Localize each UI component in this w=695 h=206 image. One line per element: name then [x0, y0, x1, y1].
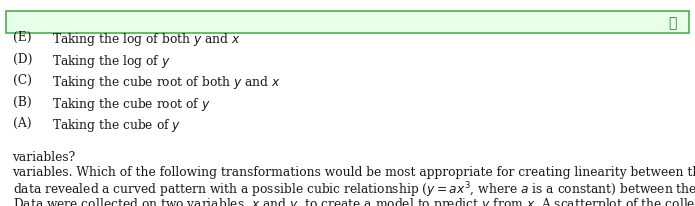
Text: Taking the cube of $y$: Taking the cube of $y$	[52, 117, 181, 135]
Text: Taking the cube root of $y$: Taking the cube root of $y$	[52, 96, 211, 113]
Text: Taking the log of both $y$ and $x$: Taking the log of both $y$ and $x$	[52, 31, 240, 48]
Text: Taking the cube root of both $y$ and $x$: Taking the cube root of both $y$ and $x$	[52, 74, 281, 91]
Text: ✓: ✓	[669, 16, 677, 30]
Text: Data were collected on two variables, $x$ and $y$, to create a model to predict : Data were collected on two variables, $x…	[13, 196, 695, 206]
Text: data revealed a curved pattern with a possible cubic relationship ($y = ax^3$, w: data revealed a curved pattern with a po…	[13, 181, 695, 200]
Text: (D): (D)	[13, 53, 32, 66]
Text: (E): (E)	[13, 31, 31, 44]
Text: (B): (B)	[13, 96, 31, 109]
Text: Taking the log of $y$: Taking the log of $y$	[52, 53, 171, 70]
FancyBboxPatch shape	[6, 11, 689, 33]
Text: variables. Which of the following transformations would be most appropriate for : variables. Which of the following transf…	[13, 166, 695, 179]
Text: (A): (A)	[13, 117, 31, 130]
Text: variables?: variables?	[13, 151, 76, 164]
Text: (C): (C)	[13, 74, 31, 87]
